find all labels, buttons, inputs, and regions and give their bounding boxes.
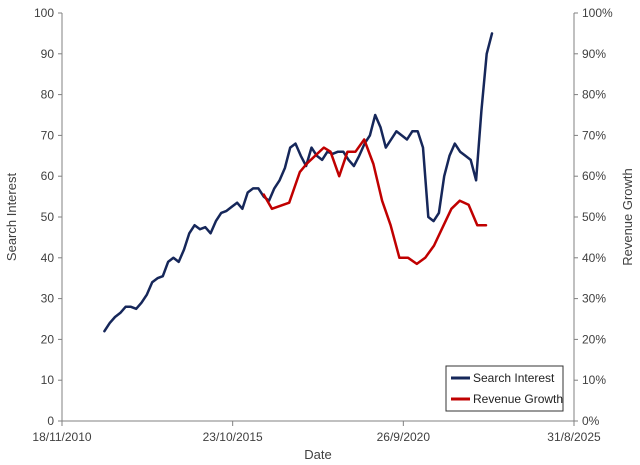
y-tick-label: 80 [41,88,55,102]
y2-tick-label: 20% [582,332,606,346]
series-line-search-interest [103,32,494,333]
x-tick-label: 18/11/2010 [32,430,91,444]
y-tick-label: 30 [41,292,55,306]
y-axis-title: Search Interest [4,173,19,262]
y-tick-label: 100 [34,6,54,20]
legend-box [445,365,564,412]
y2-tick-label: 0% [582,414,600,428]
y2-tick-label: 100% [582,6,613,20]
y-tick-label: 20 [41,332,55,346]
y2-tick-label: 30% [582,292,606,306]
legend: Search Interest Revenue Growth [445,365,564,412]
y-tick-label: 0 [47,414,54,428]
y2-tick-label: 60% [582,169,606,183]
y2-tick-label: 50% [582,210,606,224]
y-tick-label: 40 [41,251,55,265]
y-tick-label: 90 [41,47,55,61]
legend-label-search-interest: Search Interest [473,371,555,385]
x-tick-label: 31/8/2025 [547,430,601,444]
x-axis-title: Date [304,447,331,462]
y2-tick-label: 10% [582,373,606,387]
ticks-layer: 0 10 20 30 40 50 60 70 80 90 100 0% 10% 20% 30% 40% 50% 6… [32,6,613,444]
y2-tick-label: 90% [582,47,606,61]
x-tick-label: 26/9/2020 [377,430,431,444]
legend-label-revenue-growth: Revenue Growth [473,392,563,406]
y-tick-label: 60 [41,169,55,183]
y2-tick-label: 80% [582,88,606,102]
y2-tick-label: 70% [582,128,606,142]
y-tick-label: 70 [41,128,55,142]
y2-tick-label: 40% [582,251,606,265]
x-tick-label: 23/10/2015 [203,430,263,444]
y2-axis-title: Revenue Growth [620,168,635,266]
y-tick-label: 10 [41,373,55,387]
series-line-revenue-growth [262,138,488,266]
y-tick-label: 50 [41,210,55,224]
series-layer [103,32,494,333]
axes [61,13,575,422]
